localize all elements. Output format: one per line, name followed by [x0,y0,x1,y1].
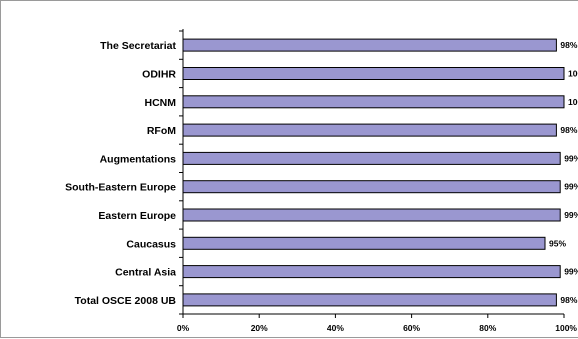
x-tick-label-1: 20% [251,323,268,333]
category-label-2: HCNM [145,97,177,109]
bar-1 [182,67,565,80]
bar-5 [182,180,561,194]
x-tick-label-0: 0% [177,323,190,333]
bar-7 [182,236,546,250]
data-label-0: 98% [560,40,577,50]
category-label-7: Caucasus [126,238,176,250]
bar-2 [182,95,565,109]
category-label-9: Total OSCE 2008 UB [75,295,177,307]
x-tick-label-5: 100% [555,323,577,333]
category-label-4: Augmentations [100,153,177,165]
bar-6 [182,208,561,222]
data-label-1: 100 [568,69,578,79]
category-label-8: Central Asia [115,267,176,279]
data-label-2: 100 [568,97,578,107]
category-label-1: ODIHR [142,69,176,81]
data-label-9: 98% [560,295,577,305]
category-label-6: Eastern Europe [98,210,176,222]
data-label-8: 99% [564,267,578,277]
data-label-6: 99% [564,210,578,220]
labels-layer: The Secretariat 98% ODIHR 100 HCNM 100 RFoM 98%… [65,40,578,333]
category-label-5: South-Eastern Europe [65,182,176,194]
x-tick-label-2: 40% [327,323,344,333]
data-label-5: 99% [564,182,578,192]
bar-3 [182,123,557,137]
bars-layer [182,38,565,307]
data-label-3: 98% [560,125,577,135]
bar-4 [182,151,561,165]
data-label-7: 95% [549,238,566,248]
bar-0 [182,38,557,52]
x-tick-label-3: 60% [403,323,420,333]
x-tick-label-4: 80% [479,323,496,333]
axis-layer [179,29,565,318]
category-label-0: The Secretariat [100,40,176,52]
bar-8 [182,265,561,279]
data-label-4: 99% [564,153,578,163]
category-label-3: RFoM [147,125,176,137]
bar-9 [182,293,557,307]
